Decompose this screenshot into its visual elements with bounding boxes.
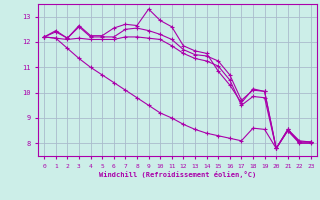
X-axis label: Windchill (Refroidissement éolien,°C): Windchill (Refroidissement éolien,°C): [99, 171, 256, 178]
